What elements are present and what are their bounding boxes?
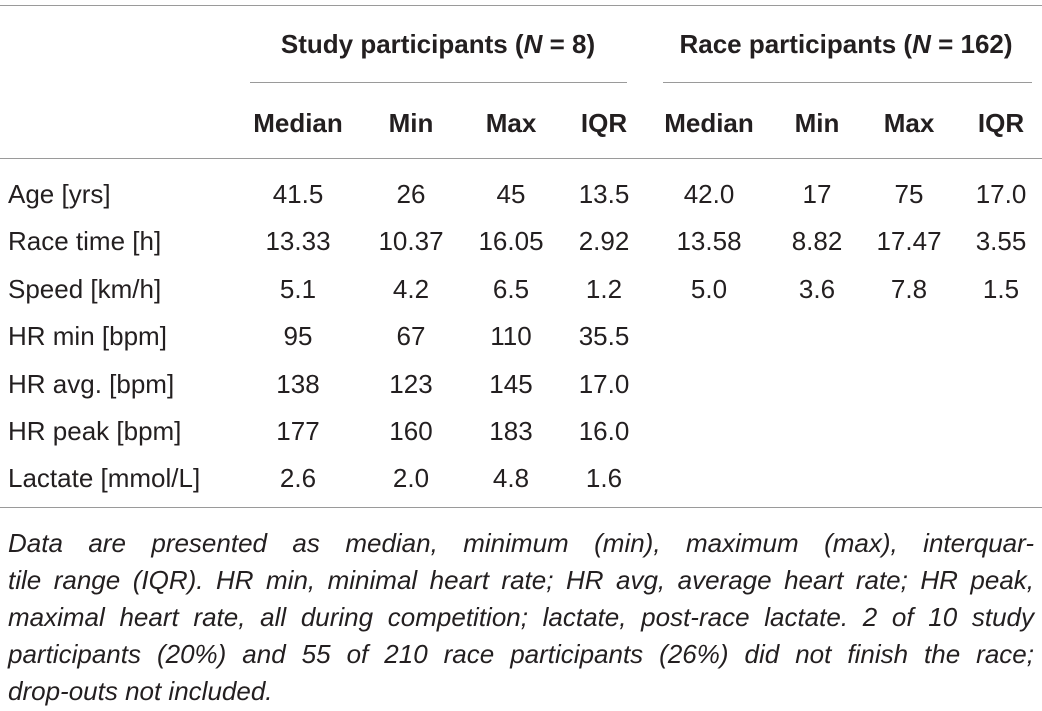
cell: 183: [489, 416, 533, 446]
cell: 17: [802, 179, 832, 209]
cell: 67: [396, 321, 426, 352]
cell: 123: [389, 368, 433, 399]
footnote-line: maximal heart rate, all during competiti…: [8, 602, 1034, 632]
group-rule: [663, 82, 1032, 83]
footnote-line: drop-outs not included.: [8, 676, 273, 706]
group-header: Study participants (N = 8): [281, 31, 595, 57]
cell: 3.6: [798, 273, 836, 304]
row-label: Speed [km/h]: [8, 273, 162, 304]
cell: 13.58: [676, 226, 742, 257]
column-header: Min: [794, 108, 840, 138]
row-label: Age [yrs]: [8, 179, 111, 209]
footnote-line: Data are presented as median, minimum (m…: [8, 528, 1034, 558]
cell: 13.33: [265, 226, 331, 257]
group-count: = 162): [930, 29, 1013, 59]
cell: 5.0: [690, 273, 728, 304]
cell: 145: [489, 368, 533, 399]
footnote-line: participants (20%) and 55 of 210 race pa…: [8, 639, 1034, 669]
cell: 17.47: [876, 226, 942, 257]
column-header: Median: [664, 108, 754, 138]
group-n: N: [912, 29, 931, 59]
header-rule: [0, 158, 1042, 159]
group-n: N: [523, 29, 543, 59]
column-header: Max: [485, 108, 537, 138]
cell: 10.37: [378, 226, 444, 257]
cell: 17.0: [578, 368, 630, 399]
column-header: IQR: [977, 108, 1025, 138]
column-header: Min: [388, 108, 434, 138]
cell: 42.0: [683, 179, 735, 209]
cell: 2.0: [392, 463, 430, 494]
cell: 1.5: [982, 273, 1020, 304]
group-rule: [250, 82, 627, 83]
cell: 1.2: [585, 273, 623, 304]
cell: 8.82: [791, 226, 843, 257]
row-label: HR min [bpm]: [8, 321, 167, 352]
cell: 5.1: [279, 273, 317, 304]
column-header: Max: [883, 108, 935, 138]
group-header: Race participants (N = 162): [679, 31, 1012, 57]
cell: 177: [276, 416, 320, 446]
cell: 110: [490, 321, 532, 352]
cell: 26: [396, 179, 426, 209]
cell: 45: [496, 179, 526, 209]
row-label: Race time [h]: [8, 226, 162, 257]
cell: 13.5: [578, 179, 630, 209]
column-header: Median: [253, 108, 343, 138]
cell: 138: [276, 368, 320, 399]
group-label: Study participants (: [280, 29, 524, 59]
cell: 160: [389, 416, 433, 446]
cell: 4.2: [392, 273, 430, 304]
cell: 3.55: [975, 226, 1027, 257]
cell: 75: [894, 179, 924, 209]
cell: 4.8: [492, 463, 530, 494]
group-label: Race participants (: [679, 29, 913, 59]
cell: 16.05: [478, 226, 544, 257]
cell: 1.6: [585, 463, 623, 494]
cell: 95: [283, 321, 313, 352]
row-label: HR avg. [bpm]: [8, 368, 175, 399]
bottom-rule: [0, 507, 1042, 508]
footnote-line: tile range (IQR). HR min, minimal heart …: [8, 565, 1034, 595]
cell: 6.5: [492, 273, 530, 304]
cell: 16.0: [578, 416, 630, 446]
row-label: Lactate [mmol/L]: [8, 463, 201, 494]
row-label: HR peak [bpm]: [8, 416, 182, 446]
column-header: IQR: [580, 108, 628, 138]
top-rule: [0, 5, 1042, 6]
cell: 2.92: [578, 226, 630, 257]
cell: 41.5: [272, 179, 324, 209]
cell: 7.8: [890, 273, 928, 304]
cell: 2.6: [279, 463, 317, 494]
group-count: = 8): [542, 29, 596, 59]
cell: 17.0: [975, 179, 1027, 209]
cell: 35.5: [578, 321, 630, 352]
